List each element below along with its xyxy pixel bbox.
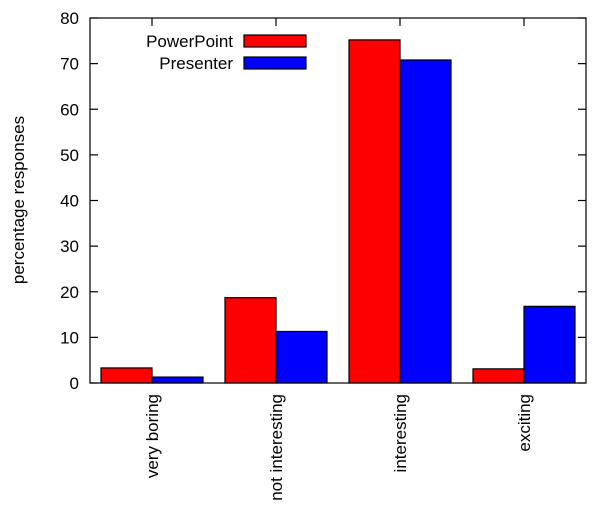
legend-label-presenter: Presenter <box>159 54 233 73</box>
bars-layer <box>100 39 576 384</box>
legend-swatch-presenter <box>243 56 307 70</box>
x-axis-ticks <box>151 18 525 383</box>
x-category-label: interesting <box>391 394 410 472</box>
legend: PowerPoint Presenter <box>146 32 307 73</box>
bar-powerpoint-very-boring <box>100 367 153 384</box>
bar-powerpoint-exciting <box>472 368 525 384</box>
bar-powerpoint-interesting <box>348 39 401 384</box>
y-tick-label: 20 <box>60 283 79 302</box>
y-tick-label: 30 <box>60 237 79 256</box>
y-tick-label: 60 <box>60 100 79 119</box>
y-tick-label: 0 <box>70 374 79 393</box>
legend-swatch-powerpoint <box>243 34 307 48</box>
y-axis-ticks: 0 10 20 30 40 50 60 70 80 <box>60 9 586 393</box>
bar-powerpoint-not-interesting <box>224 297 277 384</box>
y-tick-label: 70 <box>60 55 79 74</box>
x-category-label: exciting <box>515 394 534 452</box>
bar-presenter-interesting <box>399 59 452 384</box>
y-tick-label: 40 <box>60 192 79 211</box>
bar-presenter-not-interesting <box>275 330 328 384</box>
y-axis-title: percentage responses <box>9 116 28 284</box>
y-tick-label: 50 <box>60 146 79 165</box>
bar-presenter-very-boring <box>151 376 204 384</box>
x-category-label: very boring <box>143 394 162 478</box>
legend-label-powerpoint: PowerPoint <box>146 32 233 51</box>
x-axis-category-labels: very boring not interesting interesting exc… <box>143 394 534 501</box>
y-tick-label: 10 <box>60 328 79 347</box>
x-category-label: not interesting <box>267 394 286 501</box>
bar-presenter-exciting <box>523 305 576 384</box>
y-tick-label: 80 <box>60 9 79 28</box>
